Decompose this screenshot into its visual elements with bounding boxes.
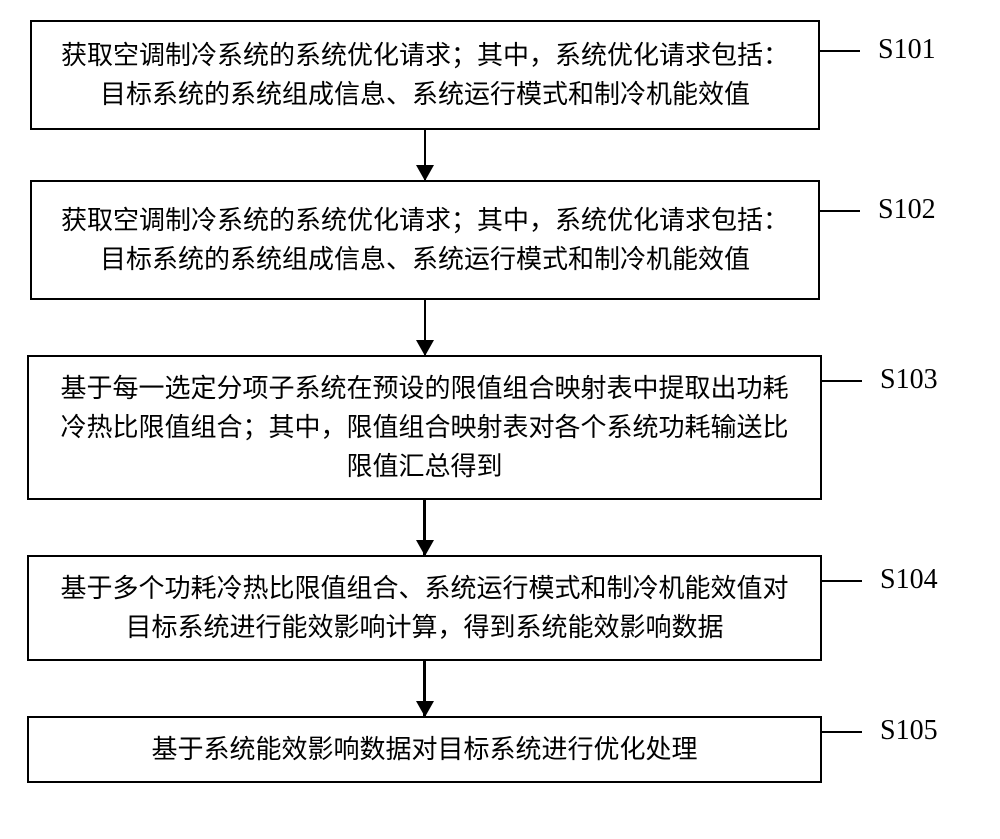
- flow-step-label: S105: [880, 715, 938, 747]
- label-leader-line: [822, 380, 862, 382]
- flow-step-label: S101: [878, 34, 936, 66]
- flow-arrow: [27, 661, 822, 716]
- flow-step: 获取空调制冷系统的系统优化请求；其中，系统优化请求包括：目标系统的系统组成信息、…: [30, 20, 970, 130]
- flow-step: 基于每一选定分项子系统在预设的限值组合映射表中提取出功耗冷热比限值组合；其中，限…: [30, 355, 970, 500]
- label-leader-line: [820, 50, 860, 52]
- flow-step-box: 基于多个功耗冷热比限值组合、系统运行模式和制冷机能效值对目标系统进行能效影响计算…: [27, 555, 822, 661]
- arrow-head-icon: [416, 540, 434, 556]
- flowchart-container: 获取空调制冷系统的系统优化请求；其中，系统优化请求包括：目标系统的系统组成信息、…: [30, 20, 970, 783]
- arrow-head-icon: [416, 340, 434, 356]
- label-leader-line: [820, 210, 860, 212]
- flow-step-box: 基于系统能效影响数据对目标系统进行优化处理: [27, 716, 822, 783]
- flow-step: 基于系统能效影响数据对目标系统进行优化处理 S105: [30, 716, 970, 783]
- flow-step-box: 获取空调制冷系统的系统优化请求；其中，系统优化请求包括：目标系统的系统组成信息、…: [30, 180, 820, 300]
- flow-step: 基于多个功耗冷热比限值组合、系统运行模式和制冷机能效值对目标系统进行能效影响计算…: [30, 555, 970, 661]
- flow-step-label: S102: [878, 194, 936, 226]
- arrow-head-icon: [416, 165, 434, 181]
- label-leader-line: [822, 580, 862, 582]
- arrow-head-icon: [416, 701, 434, 717]
- flow-step-label: S104: [880, 564, 938, 596]
- flow-step-box: 获取空调制冷系统的系统优化请求；其中，系统优化请求包括：目标系统的系统组成信息、…: [30, 20, 820, 130]
- flow-step-box: 基于每一选定分项子系统在预设的限值组合映射表中提取出功耗冷热比限值组合；其中，限…: [27, 355, 822, 500]
- flow-arrow: [30, 130, 820, 180]
- flow-step-label: S103: [880, 364, 938, 396]
- label-leader-line: [822, 731, 862, 733]
- flow-arrow: [27, 500, 822, 555]
- flow-arrow: [30, 300, 820, 355]
- flow-step: 获取空调制冷系统的系统优化请求；其中，系统优化请求包括：目标系统的系统组成信息、…: [30, 180, 970, 300]
